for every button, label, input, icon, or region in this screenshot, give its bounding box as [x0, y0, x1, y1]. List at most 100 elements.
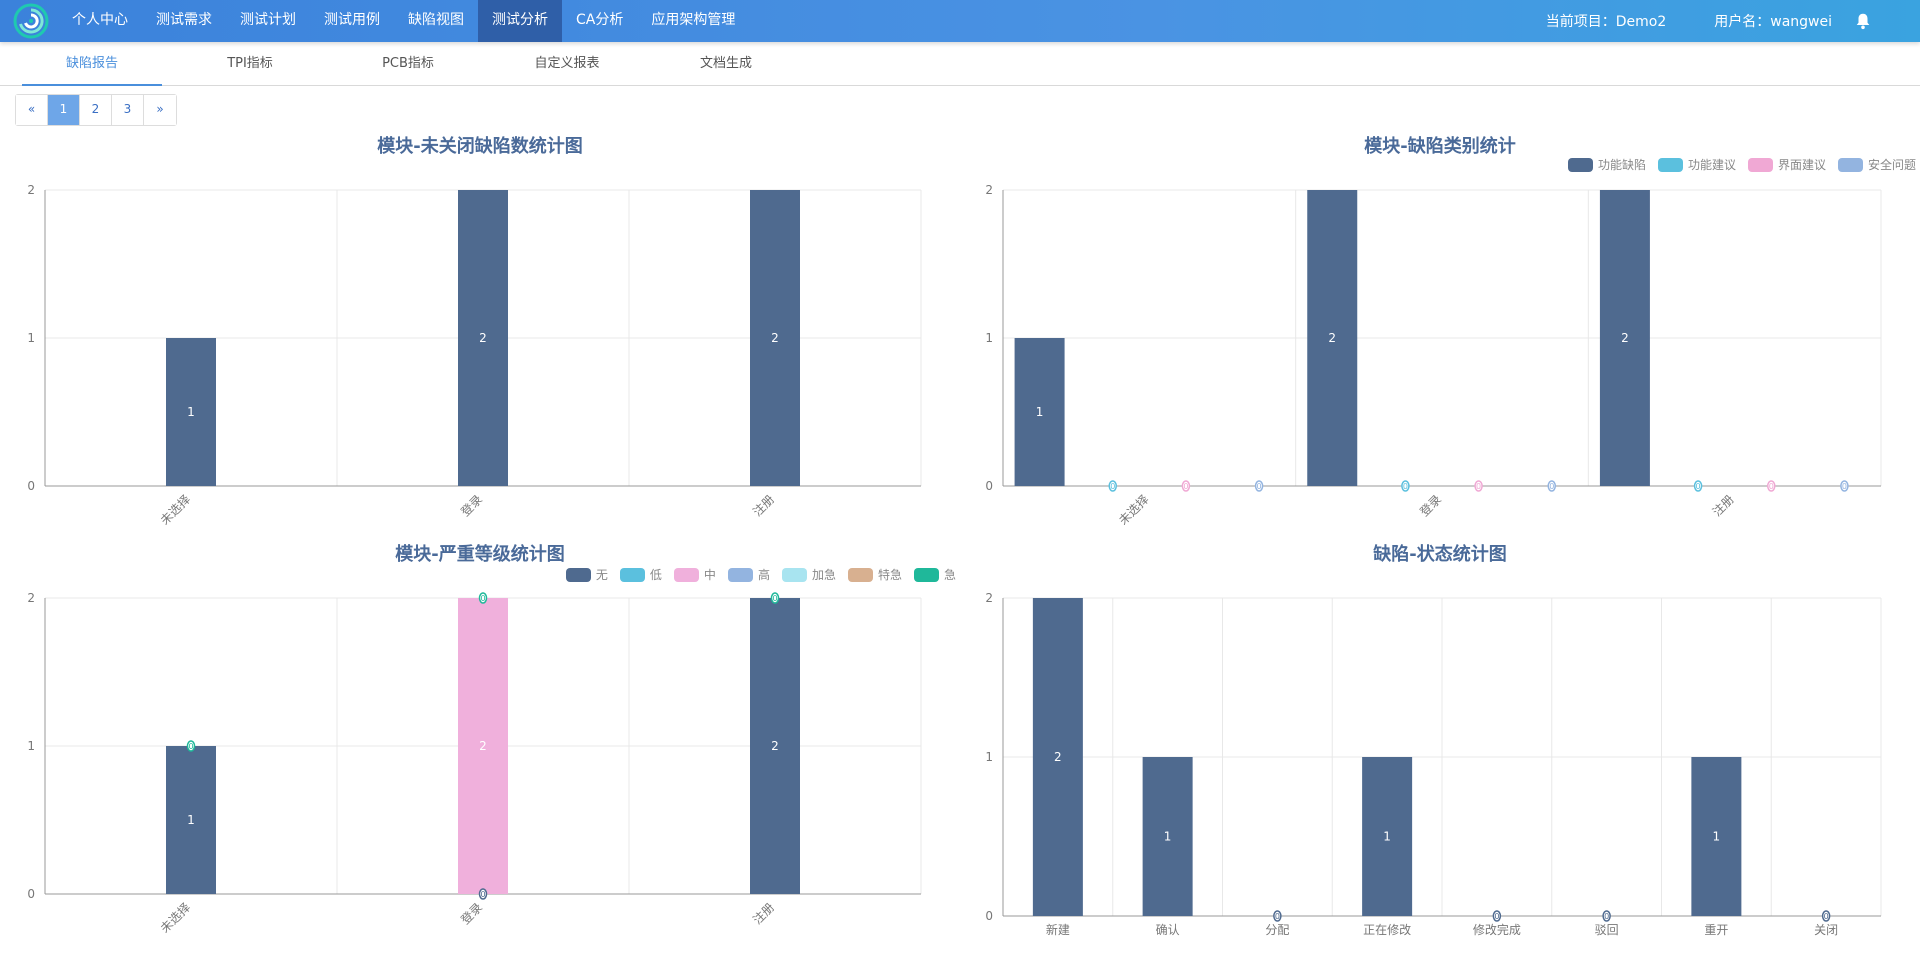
bar-value-label: 0	[188, 742, 193, 751]
x-tick-label: 确认	[1156, 923, 1180, 937]
bar[interactable]	[1142, 757, 1193, 916]
x-tick-label: 注册	[750, 492, 778, 520]
zero-value-marker[interactable]	[478, 888, 488, 900]
legend-item[interactable]: 功能建议	[1657, 156, 1736, 173]
nav-item[interactable]: 应用架构管理	[651, 12, 736, 28]
zero-value-marker[interactable]	[1254, 480, 1264, 492]
legend-label: 功能建议	[1687, 158, 1736, 172]
bell-icon[interactable]	[1854, 12, 1872, 30]
swirl-logo-icon[interactable]	[12, 2, 50, 40]
nav-item[interactable]: 测试计划	[240, 12, 296, 28]
bar-value-label: 0	[480, 594, 485, 603]
report-tab[interactable]: 文档生成	[699, 56, 752, 71]
legend-swatch	[727, 567, 753, 582]
bar-value-label: 1	[1036, 405, 1044, 419]
legend-swatch	[847, 567, 873, 582]
bar[interactable]	[750, 190, 800, 486]
legend-item[interactable]: 界面建议	[1747, 156, 1826, 173]
legend-item[interactable]: 功能缺陷	[1567, 156, 1646, 173]
legend-label: 界面建议	[1777, 158, 1826, 172]
legend-item[interactable]: 高	[727, 566, 770, 583]
x-tick-label: 未选择	[1116, 492, 1151, 527]
nav-item[interactable]: 测试需求	[156, 12, 212, 28]
nav-item[interactable]: 缺陷视图	[408, 12, 464, 28]
legend-label: 安全问题	[1867, 158, 1916, 172]
bar-segment[interactable]	[166, 746, 216, 894]
bar[interactable]	[1691, 757, 1742, 916]
bar-value-label: 0	[1110, 482, 1115, 491]
report-tab[interactable]: PCB指标	[382, 56, 434, 71]
pager-page-button[interactable]: 3	[112, 95, 144, 125]
legend-item[interactable]: 中	[673, 566, 716, 583]
bar-value-label: 2	[1054, 750, 1062, 764]
y-tick-label: 0	[27, 479, 35, 493]
zero-value-marker[interactable]	[1273, 910, 1282, 922]
bar-value-label: 2	[771, 331, 779, 345]
legend-swatch	[673, 567, 699, 582]
report-tab[interactable]: 自定义报表	[534, 56, 600, 71]
zero-value-marker[interactable]	[478, 592, 488, 604]
y-tick-label: 2	[985, 183, 993, 197]
bar[interactable]	[1362, 757, 1413, 916]
nav-item[interactable]: 测试用例	[324, 12, 380, 28]
zero-value-marker[interactable]	[1547, 480, 1556, 492]
legend-item[interactable]: 急	[913, 566, 956, 583]
zero-value-marker[interactable]	[1401, 480, 1410, 492]
x-tick-label: 登录	[458, 900, 486, 928]
report-tab[interactable]: 缺陷报告	[22, 44, 162, 86]
zero-value-marker[interactable]	[1474, 480, 1483, 492]
bar[interactable]	[1032, 598, 1083, 916]
x-tick-label: 修改完成	[1473, 922, 1521, 937]
pager-next-button[interactable]: »	[144, 95, 176, 125]
legend-item[interactable]: 低	[619, 566, 662, 583]
bar-value-label: 0	[1403, 482, 1408, 491]
bar-value-label: 2	[771, 739, 779, 753]
bar-segment[interactable]	[458, 598, 508, 894]
legend-label: 无	[595, 568, 608, 582]
legend-swatch	[1567, 157, 1593, 172]
zero-value-marker[interactable]	[1602, 910, 1611, 922]
bar-value-label: 0	[772, 594, 777, 603]
zero-value-marker[interactable]	[1108, 480, 1117, 492]
report-tab[interactable]: TPI指标	[227, 56, 273, 71]
chart-title: 模块-缺陷类别统计	[1364, 136, 1516, 157]
zero-value-marker[interactable]	[770, 592, 780, 604]
legend-swatch	[1747, 157, 1773, 172]
x-tick-label: 未选择	[158, 492, 193, 527]
nav-item[interactable]: CA分析	[576, 12, 624, 28]
legend-label: 急	[943, 568, 956, 582]
bar[interactable]	[1014, 338, 1065, 486]
zero-value-marker[interactable]	[1181, 480, 1191, 492]
nav-item[interactable]: 个人中心	[72, 12, 128, 28]
nav-item[interactable]: 测试分析	[478, 0, 562, 42]
legend-item[interactable]: 特急	[847, 566, 902, 583]
chart-4: 缺陷-状态统计图 0 1 2 2 新建 1 确认 0 分配 1 正在修改 0 修改完成 0 驳回 1 重开 0 关闭	[960, 530, 1920, 950]
zero-value-marker[interactable]	[1821, 910, 1831, 922]
legend-item[interactable]: 加急	[781, 566, 836, 583]
legend-swatch	[565, 567, 591, 582]
pager-prev-button[interactable]: «	[16, 95, 48, 125]
legend-item[interactable]: 无	[565, 566, 608, 583]
bar[interactable]	[166, 338, 216, 486]
legend-label: 特急	[877, 568, 902, 582]
x-tick-label: 登录	[458, 492, 486, 520]
bar-segment[interactable]	[750, 598, 800, 894]
legend-item[interactable]: 安全问题	[1837, 156, 1916, 173]
pager-page-button[interactable]: 1	[48, 95, 80, 125]
pager-page-button[interactable]: 2	[80, 95, 112, 125]
bar[interactable]	[1599, 190, 1650, 486]
zero-value-marker[interactable]	[1492, 910, 1502, 922]
bar[interactable]	[458, 190, 508, 486]
zero-value-marker[interactable]	[186, 740, 196, 752]
bar[interactable]	[1307, 190, 1358, 486]
zero-value-marker[interactable]	[1767, 480, 1776, 492]
legend-label: 中	[703, 568, 716, 582]
zero-value-marker[interactable]	[1840, 480, 1849, 492]
y-tick-label: 2	[985, 591, 993, 605]
bar-value-label: 1	[1383, 830, 1391, 844]
chart-2: 模块-缺陷类别统计 功能缺陷 功能建议 界面建议 安全问题 0 1 2 1 0 0 0 未选择 2 0 0 0 登…	[960, 120, 1920, 540]
chart-legend: 无 低 中 高 加急 特急 急	[554, 566, 956, 583]
zero-value-marker[interactable]	[1693, 480, 1703, 492]
bar-value-label: 0	[1476, 482, 1481, 491]
